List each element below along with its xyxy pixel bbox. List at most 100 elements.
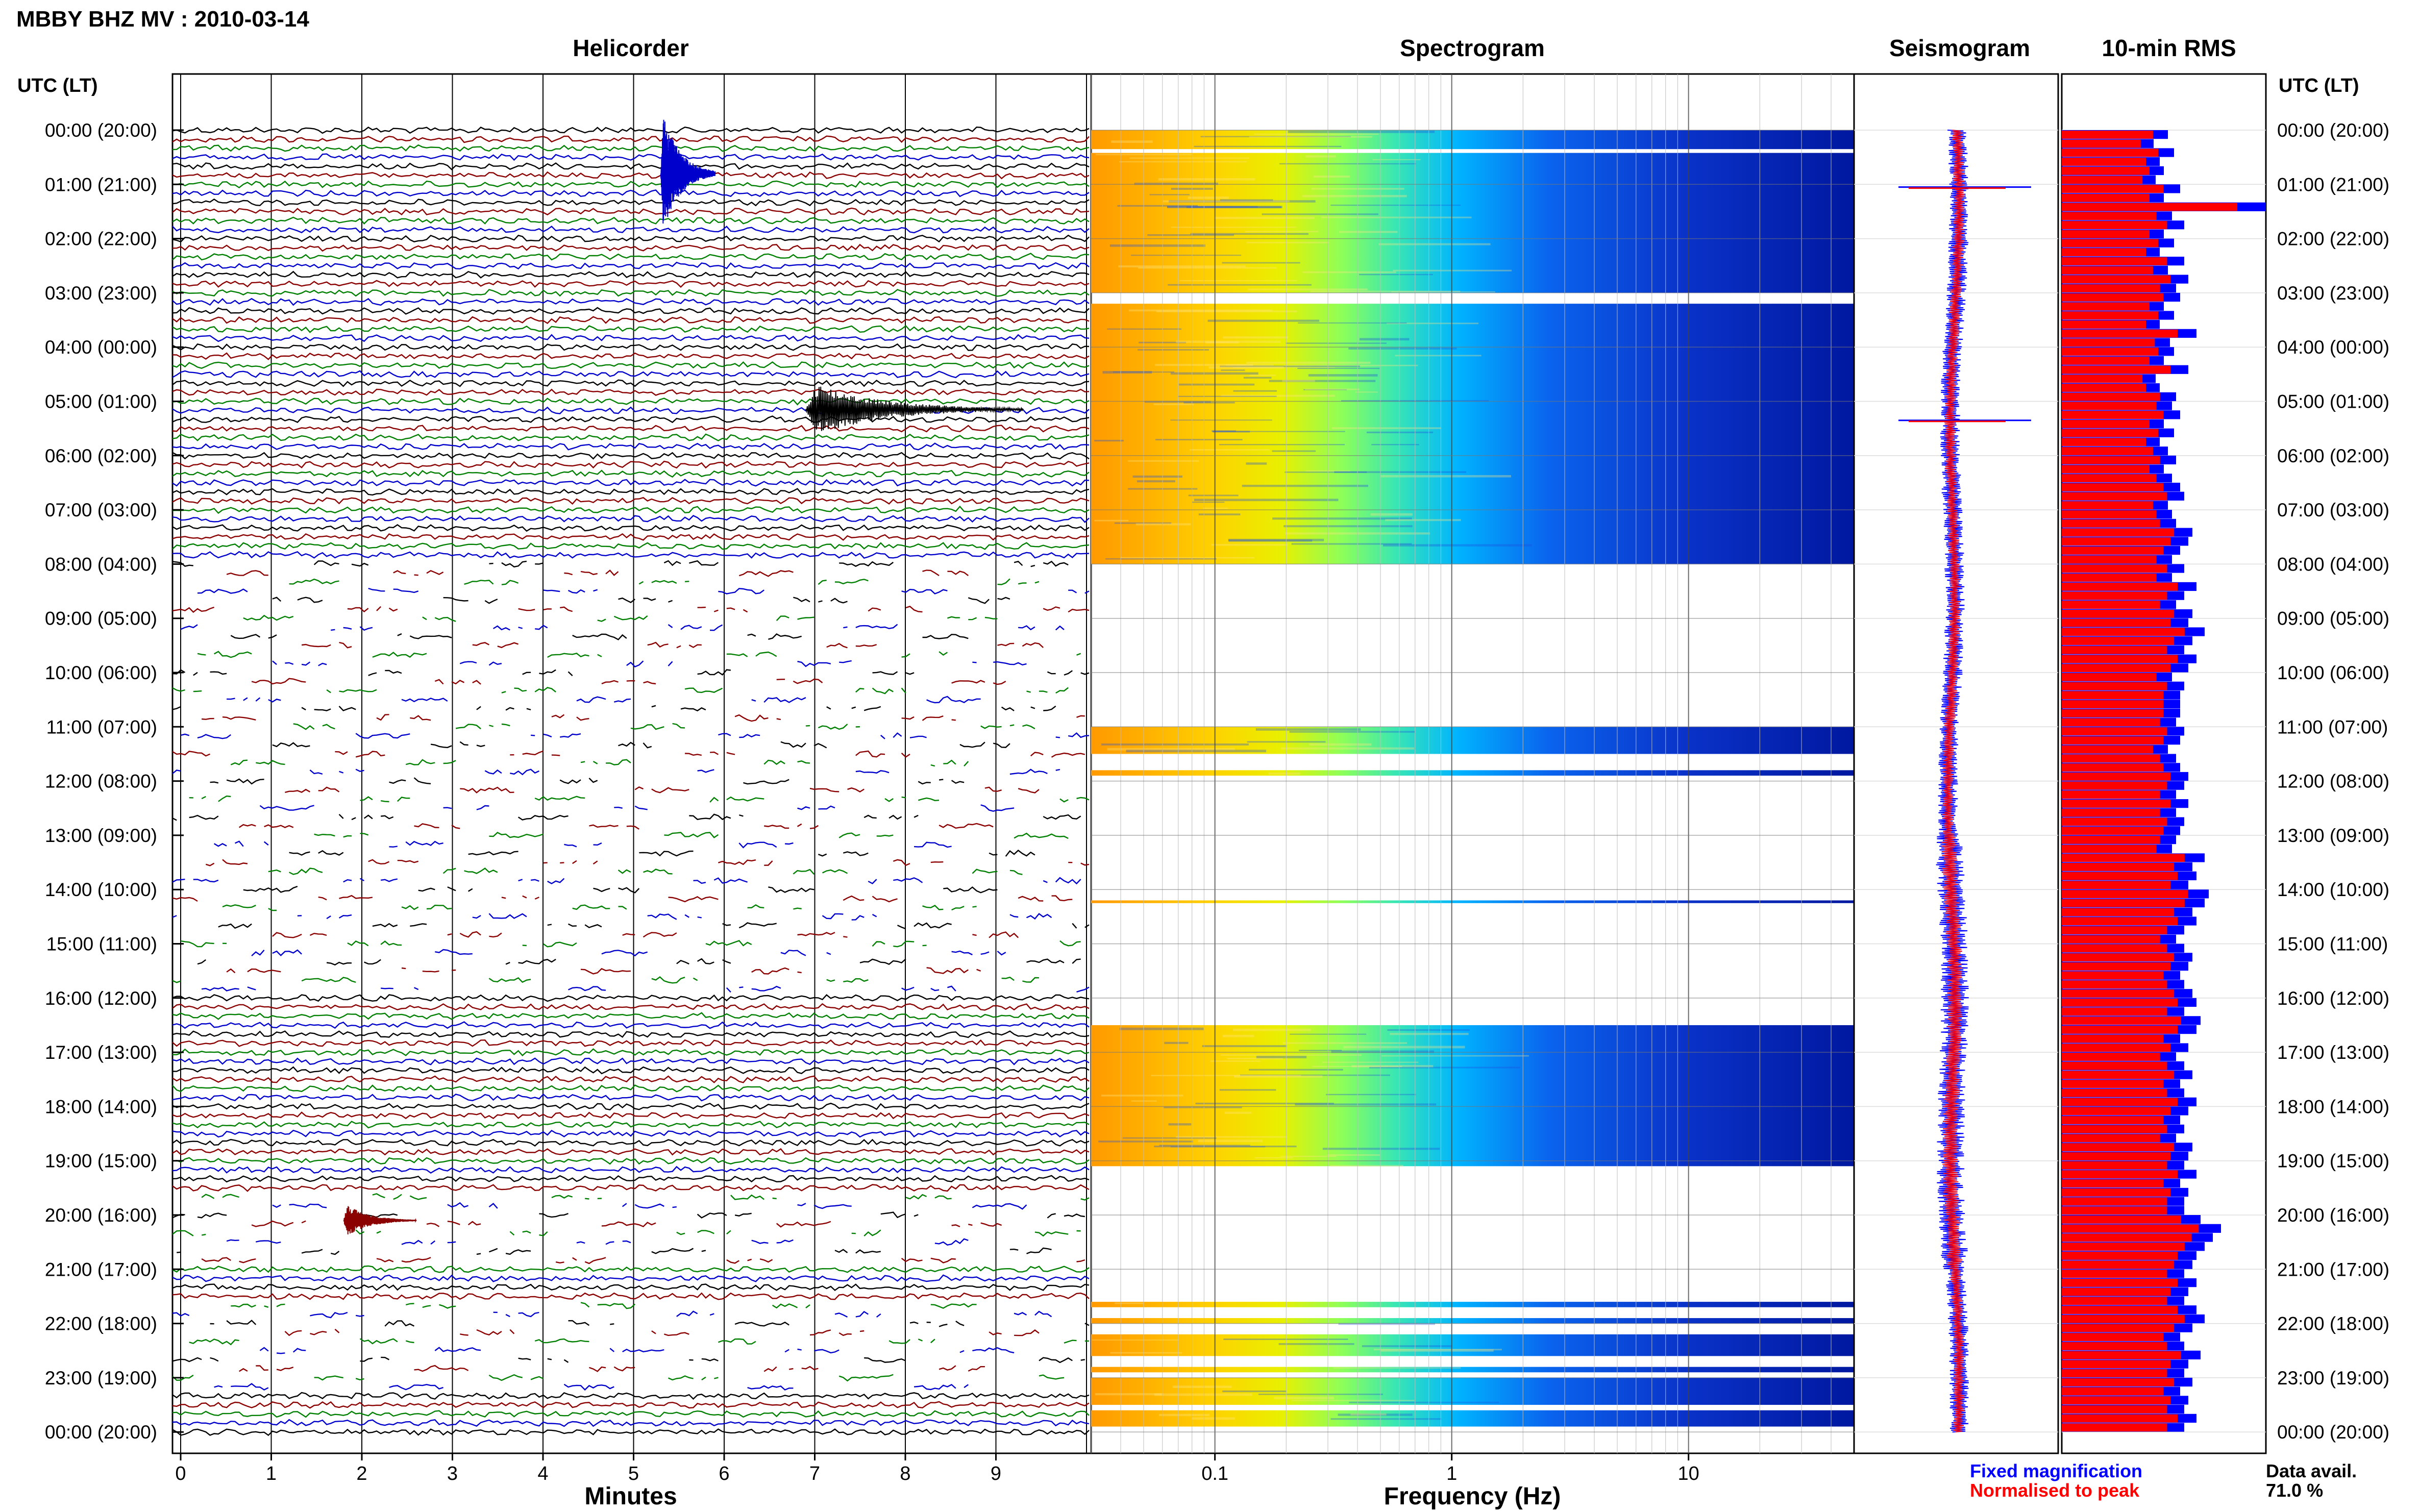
spectrogram-streak xyxy=(1327,1154,1380,1156)
left-hour-label: 15:00 (11:00) xyxy=(46,934,157,955)
spectrogram-streak xyxy=(1190,449,1270,451)
rms-normalised-bar xyxy=(2062,854,2185,862)
spectrogram-streak xyxy=(1359,338,1410,341)
spectrogram-streak xyxy=(1246,462,1267,465)
helicorder-trace-line xyxy=(172,505,1090,514)
left-hour-label: 11:00 (07:00) xyxy=(46,716,157,737)
spectrogram-streak xyxy=(1248,288,1368,291)
helicorder-trace-line xyxy=(172,352,1090,360)
spectrogram-streak xyxy=(1144,401,1211,403)
right-hour-label: 05:00 (01:00) xyxy=(2277,391,2389,412)
spectrogram-streak xyxy=(1198,1139,1263,1143)
rms-normalised-bar xyxy=(2062,275,2171,284)
helicorder-trace-line xyxy=(172,1138,1090,1147)
spectrogram-streak xyxy=(1191,1417,1236,1420)
rms-normalised-bar xyxy=(2062,673,2157,681)
helicorder-traces xyxy=(172,119,1090,1436)
spectrogram-streak xyxy=(1278,1343,1354,1345)
rms-normalised-bar xyxy=(2062,293,2164,302)
spectrogram-streak xyxy=(1224,1111,1252,1114)
rms-normalised-bar xyxy=(2062,1161,2167,1170)
spectrogram-streak xyxy=(1289,731,1415,733)
rms-normalised-bar xyxy=(2062,356,2150,365)
helicorder-trace-line xyxy=(172,198,1090,207)
left-hour-label: 14:00 (10:00) xyxy=(45,879,157,900)
helicorder-tick-label: 0 xyxy=(175,1463,186,1484)
rms-normalised-bar xyxy=(2062,438,2146,447)
spectrogram-streak xyxy=(1220,1054,1362,1056)
helicorder-trace-line xyxy=(172,1102,1090,1110)
rms-normalised-bar xyxy=(2062,1324,2175,1332)
spectrogram-streak xyxy=(1222,1390,1287,1393)
spectrogram-streak xyxy=(1330,1418,1442,1420)
left-hour-label: 03:00 (23:00) xyxy=(45,283,157,304)
rms-normalised-bar xyxy=(2062,908,2175,916)
spectrogram-streak xyxy=(1170,419,1272,421)
right-hour-label: 00:00 (20:00) xyxy=(2277,120,2389,141)
helicorder-trace-line xyxy=(172,1392,1090,1400)
spectrogram-streak xyxy=(1220,199,1273,202)
rms-normalised-bar xyxy=(2062,772,2171,781)
rms-bars xyxy=(2062,130,2266,1432)
spectrogram-streak xyxy=(1305,155,1336,158)
spectrogram-streak xyxy=(1115,1302,1144,1304)
spectrogram-streak xyxy=(1286,342,1387,344)
spectrogram-streak xyxy=(1168,1123,1192,1126)
rms-normalised-bar xyxy=(2062,1143,2175,1151)
helicorder-trace-line xyxy=(222,904,977,911)
helicorder-trace-line xyxy=(172,226,1090,234)
helicorder-trace-line xyxy=(172,261,1090,270)
rms-normalised-bar xyxy=(2062,817,2167,826)
rms-normalised-bar xyxy=(2062,402,2157,410)
helicorder-trace-line xyxy=(172,243,1090,252)
spectrogram-streak xyxy=(1339,231,1398,233)
spectrogram-streak xyxy=(1343,1046,1465,1049)
spectrogram-streak xyxy=(1302,195,1407,197)
rms-normalised-bar xyxy=(2062,790,2160,799)
rms-normalised-bar xyxy=(2062,456,2160,464)
left-hour-labels: 00:00 (20:00) 01:00 (21:00) 02:00 (22:00) 0… xyxy=(45,120,157,1443)
helicorder-tick-label: 3 xyxy=(447,1463,458,1484)
rms-normalised-bar xyxy=(2062,131,2153,139)
rms-normalised-bar xyxy=(2062,601,2160,609)
spectrogram-streak xyxy=(1258,1394,1384,1395)
rms-normalised-bar xyxy=(2062,419,2150,428)
spectrogram-streak xyxy=(1213,431,1345,432)
right-hour-label: 16:00 (12:00) xyxy=(2277,988,2389,1009)
spectrogram-streak xyxy=(1120,557,1255,559)
left-hour-label: 06:00 (02:00) xyxy=(45,445,157,466)
helicorder-trace-line xyxy=(259,1347,1015,1354)
spectrogram-streak xyxy=(1292,1400,1415,1401)
spectrogram-streak xyxy=(1221,394,1335,397)
helicorder-trace-line xyxy=(172,234,1090,243)
left-hour-label: 00:00 (20:00) xyxy=(45,120,157,141)
helicorder-trace-line xyxy=(172,1012,1090,1020)
rms-normalised-bar xyxy=(2062,483,2164,491)
spectrogram-streak xyxy=(1390,1033,1469,1035)
helicorder-trace-line xyxy=(177,1247,1052,1255)
rms-normalised-bar xyxy=(2062,1206,2167,1214)
rms-normalised-bar xyxy=(2062,628,2185,636)
rms-normalised-bar xyxy=(2062,863,2175,871)
spectrogram-streak xyxy=(1158,178,1255,181)
helicorder-tick-label: 9 xyxy=(991,1463,1001,1484)
spectrogram-streak xyxy=(1128,488,1198,490)
helicorder-trace-line xyxy=(243,614,998,622)
helicorder-trace-line xyxy=(197,958,1081,966)
spectrogram-streak xyxy=(1220,365,1361,367)
helicorder-trace-line xyxy=(243,885,998,894)
spectrogram-streak xyxy=(1211,1060,1261,1062)
spectrogram-streak xyxy=(1188,196,1229,199)
spectrogram-streak xyxy=(1232,1028,1311,1031)
left-hour-label: 04:00 (00:00) xyxy=(45,337,157,358)
spectrogram-streak xyxy=(1305,388,1360,390)
helicorder-event xyxy=(805,386,1024,431)
rms-normalised-bar xyxy=(2062,1297,2167,1305)
helicorder-trace-line xyxy=(172,1428,1090,1436)
right-hour-label: 04:00 (00:00) xyxy=(2277,337,2389,358)
spectrogram-streak xyxy=(1126,750,1267,753)
spectrogram-streak xyxy=(1242,485,1369,487)
spectrogram-streak xyxy=(1211,543,1288,546)
left-hour-label: 10:00 (06:00) xyxy=(45,662,157,683)
